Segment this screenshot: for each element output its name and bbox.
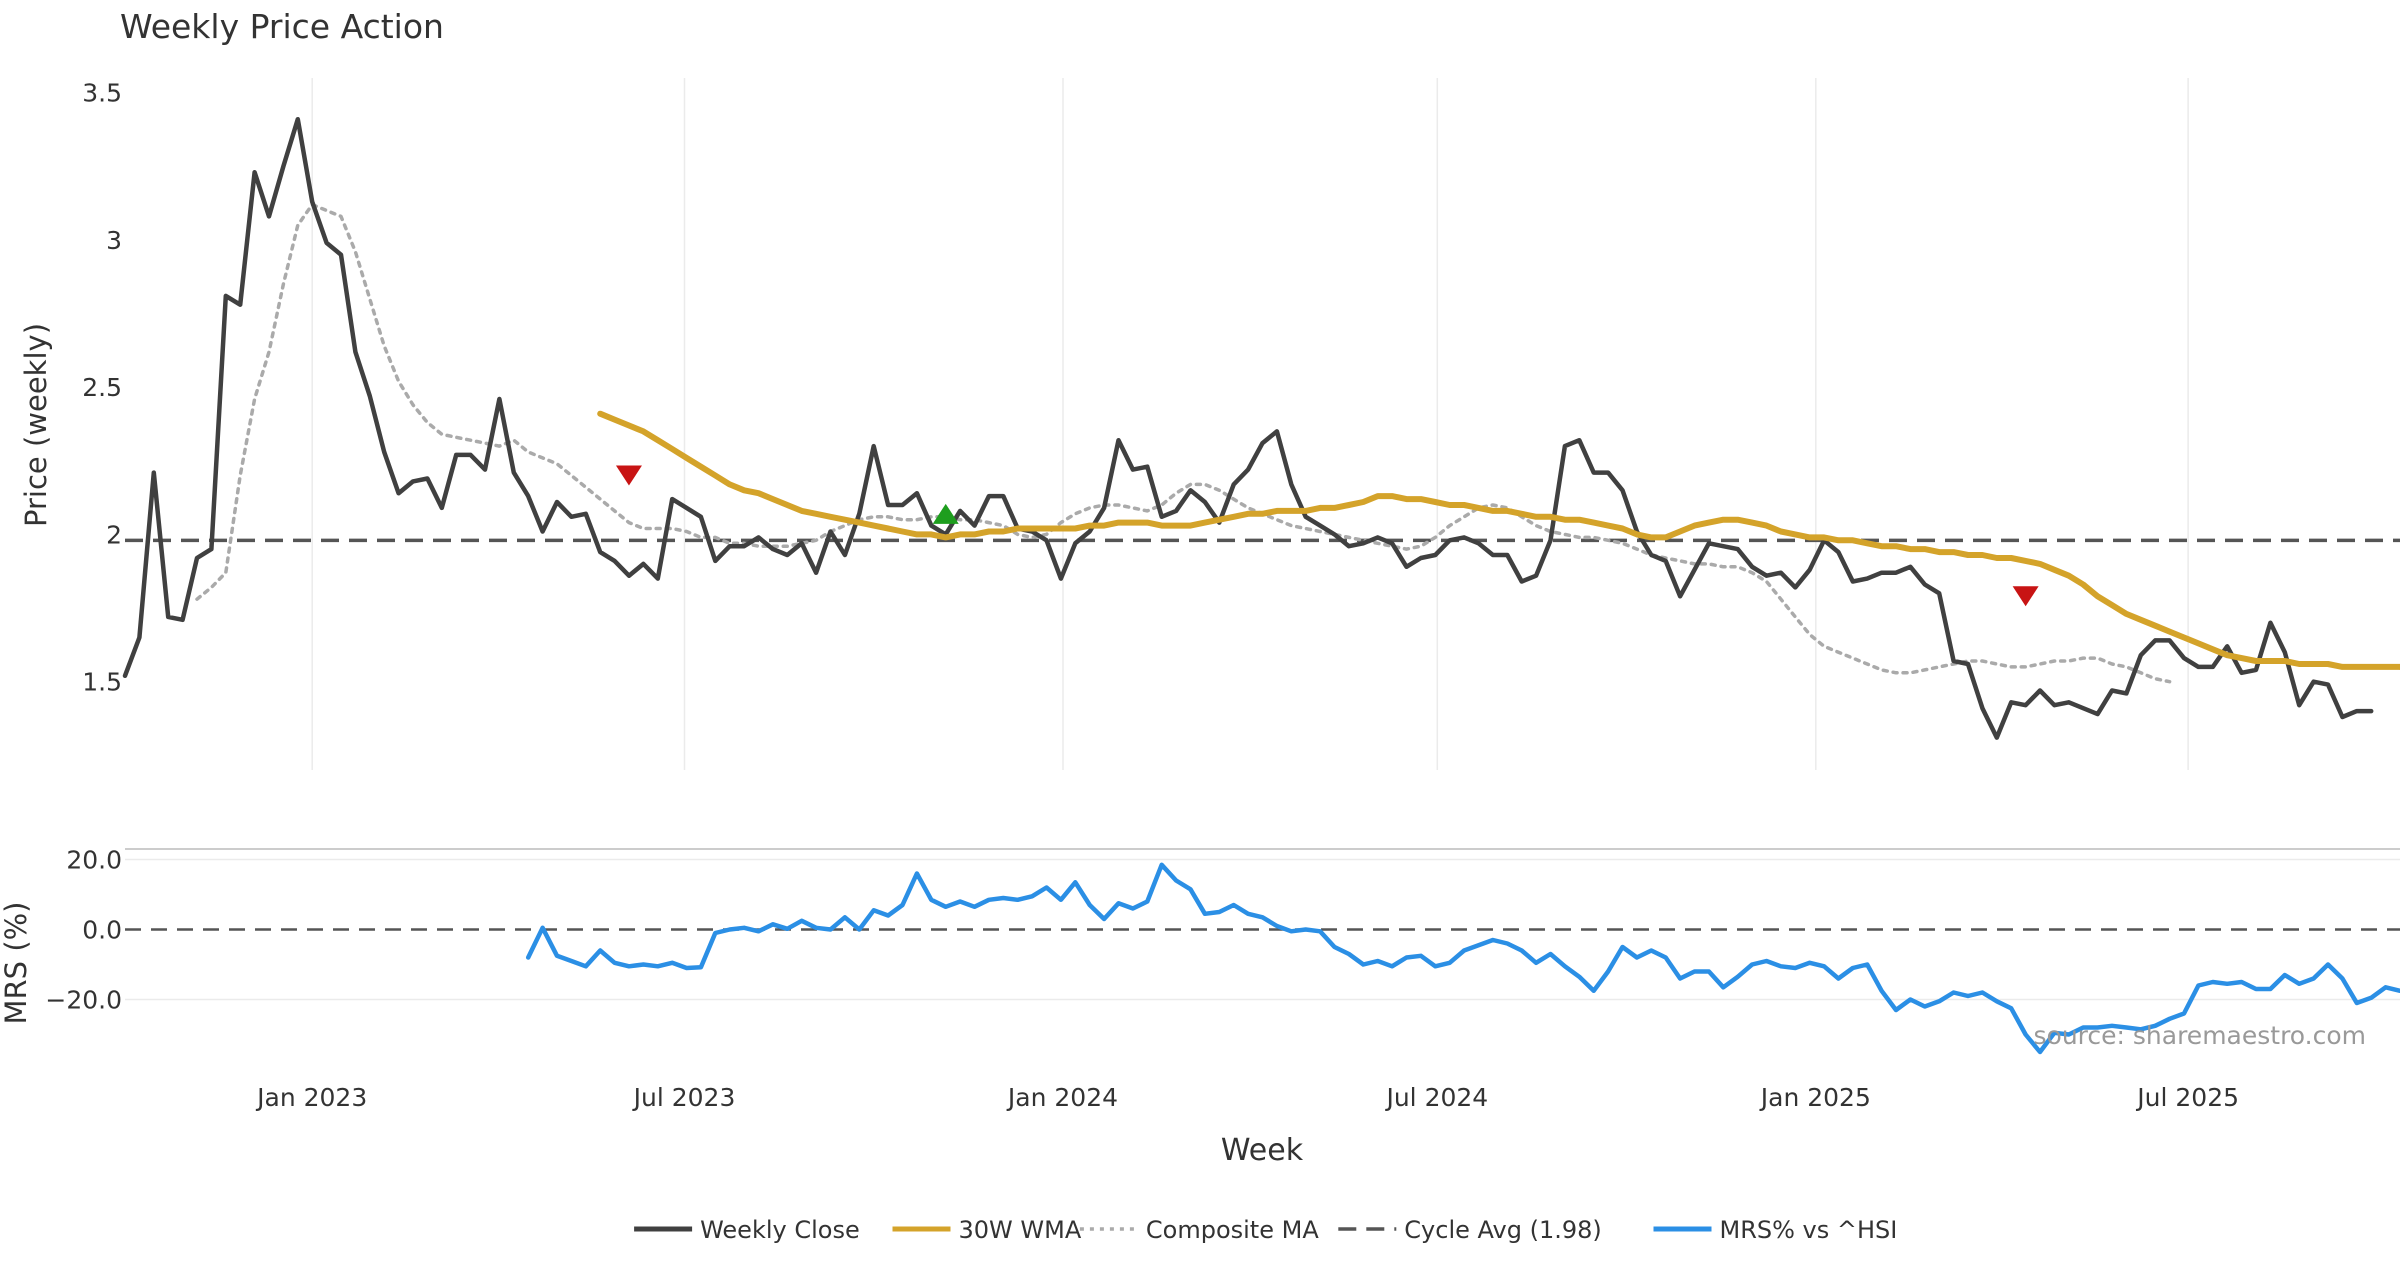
x-tick-label: Jan 2024 — [1006, 1083, 1118, 1112]
mrs-y-tick-labels: 20.0 0.0 −20.0 — [45, 846, 122, 1015]
sell-signal-marker — [2012, 586, 2039, 607]
x-tick-label: Jul 2025 — [2135, 1083, 2239, 1112]
mrs-line — [525, 862, 2400, 1055]
price-y-tick-label: 1.5 — [82, 668, 122, 697]
legend-label: 30W WMA — [959, 1216, 1082, 1244]
mrs-y-tick-label: 0.0 — [82, 916, 122, 945]
price-y-tick-label: 3.5 — [82, 79, 122, 108]
legend-label: Cycle Avg (1.98) — [1404, 1216, 1601, 1244]
legend-label: Weekly Close — [700, 1216, 860, 1244]
legend-item-composite-ma: Composite MA — [1079, 1216, 1319, 1244]
weekly-close-line — [122, 116, 2374, 740]
price-y-tick-labels: 1.5 2 2.5 3 3.5 — [82, 79, 122, 697]
source-note: source: sharemaestro.com — [2034, 1021, 2367, 1050]
buy-signal-marker — [932, 503, 959, 524]
x-tick-labels: Jan 2023 Jul 2023 Jan 2024 Jul 2024 Jan 2025… — [255, 1083, 2239, 1112]
price-panel-grid — [311, 78, 2189, 770]
legend-item-mrs-vs-hsi: MRS% vs ^HSI — [1653, 1216, 1898, 1244]
x-axis-label: Week — [1221, 1133, 1304, 1168]
chart-title: Weekly Price Action — [120, 7, 444, 46]
legend-item-30w-wma: 30W WMA — [892, 1216, 1082, 1244]
price-y-tick-label: 2 — [106, 520, 122, 549]
30w-wma-line — [597, 410, 2400, 670]
mrs-series-group — [125, 862, 2400, 1055]
legend-item-cycle-avg-1-98: Cycle Avg (1.98) — [1338, 1216, 1602, 1244]
mrs-panel-grid — [125, 858, 2400, 1001]
x-tick-label: Jan 2023 — [255, 1083, 367, 1112]
mrs-y-tick-label: 20.0 — [66, 846, 122, 875]
mrs-y-axis-label: MRS (%) — [0, 902, 33, 1025]
price-y-tick-label: 2.5 — [82, 373, 122, 402]
composite-ma-line — [195, 202, 2172, 684]
mrs-y-tick-label: −20.0 — [45, 986, 122, 1015]
price-series-group — [122, 116, 2400, 740]
legend-label: MRS% vs ^HSI — [1720, 1216, 1898, 1244]
price-y-axis-label: Price (weekly) — [19, 323, 53, 527]
legend: Weekly Close 30W WMA Composite MA Cycle Avg… — [634, 1216, 1897, 1244]
legend-label: Composite MA — [1146, 1216, 1319, 1244]
x-tick-label: Jul 2024 — [1384, 1083, 1488, 1112]
price-y-tick-label: 3 — [106, 226, 122, 255]
signal-markers — [615, 465, 2039, 607]
x-tick-label: Jul 2023 — [632, 1083, 736, 1112]
x-tick-label: Jan 2025 — [1759, 1083, 1871, 1112]
sell-signal-marker — [615, 465, 642, 486]
legend-item-weekly-close: Weekly Close — [634, 1216, 860, 1244]
